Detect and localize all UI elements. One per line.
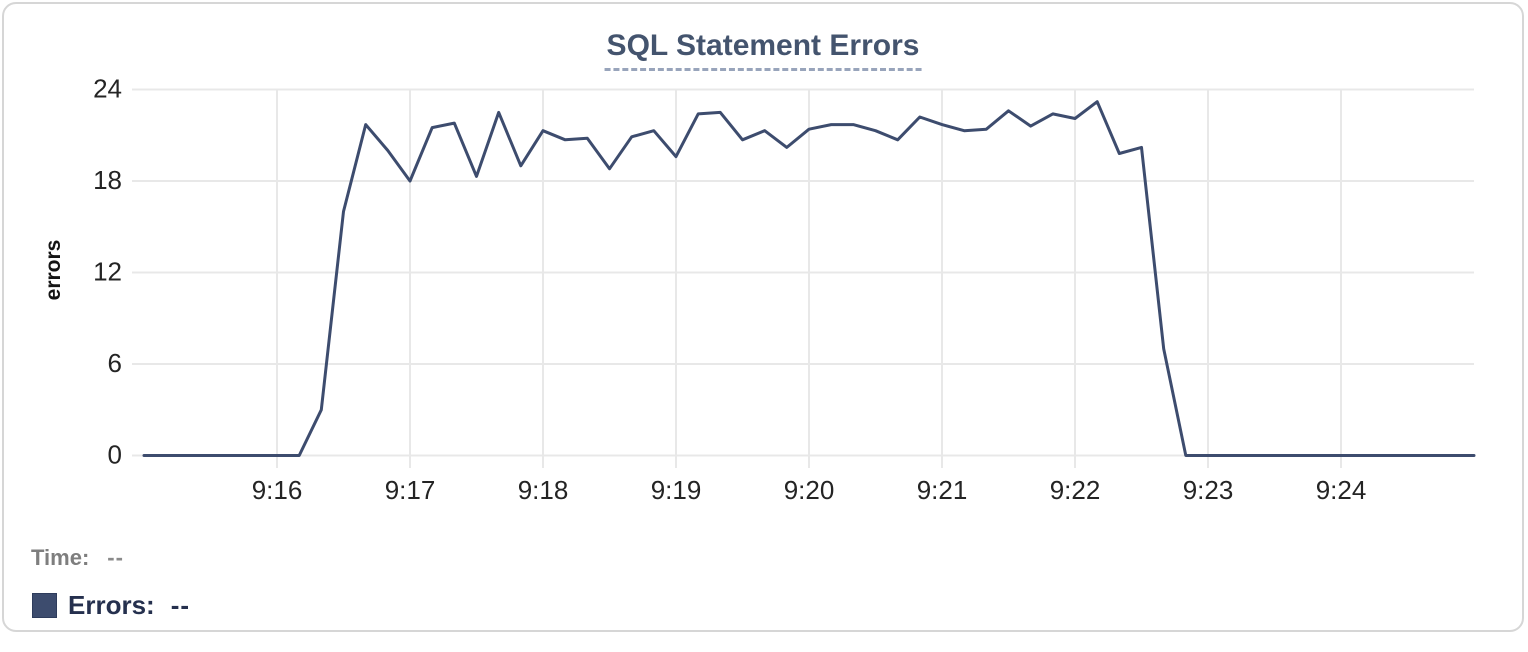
- x-tick-label: 9:23: [1183, 475, 1234, 505]
- x-tick-label: 9:24: [1316, 475, 1367, 505]
- errors-readout-row: Errors: --: [32, 590, 190, 621]
- x-tick-label: 9:18: [518, 475, 569, 505]
- errors-readout-value: --: [170, 590, 191, 620]
- y-tick-label: 24: [93, 74, 122, 104]
- chart-title[interactable]: SQL Statement Errors: [604, 29, 922, 71]
- errors-readout-label: Errors:: [68, 590, 155, 620]
- x-tick-label: 9:16: [252, 475, 303, 505]
- x-tick-label: 9:22: [1050, 475, 1101, 505]
- time-readout-label: Time:: [31, 545, 90, 570]
- x-tick-label: 9:17: [385, 475, 436, 505]
- chart-card: SQL Statement Errors errors 9:16 9:17 9:18…: [2, 2, 1524, 632]
- x-tick-label: 9:21: [917, 475, 968, 505]
- x-tick-label: 9:19: [651, 475, 702, 505]
- errors-line-series: [142, 100, 1476, 457]
- y-tick-label: 12: [93, 257, 122, 287]
- x-tick-label: 9:20: [784, 475, 835, 505]
- time-readout-value: --: [107, 545, 124, 570]
- errors-chart[interactable]: 9:16 9:17 9:18 9:19 9:20 9:21 9:22 9:23 9:24 0 6 12…: [4, 4, 1528, 516]
- y-axis-label: errors: [42, 239, 65, 301]
- plot-area[interactable]: [144, 90, 1474, 456]
- y-tick-label: 0: [108, 440, 122, 470]
- errors-series-swatch: [32, 593, 57, 618]
- time-readout-row: Time: --: [31, 545, 124, 571]
- y-tick-label: 6: [108, 348, 122, 378]
- y-tick-label: 18: [93, 165, 122, 195]
